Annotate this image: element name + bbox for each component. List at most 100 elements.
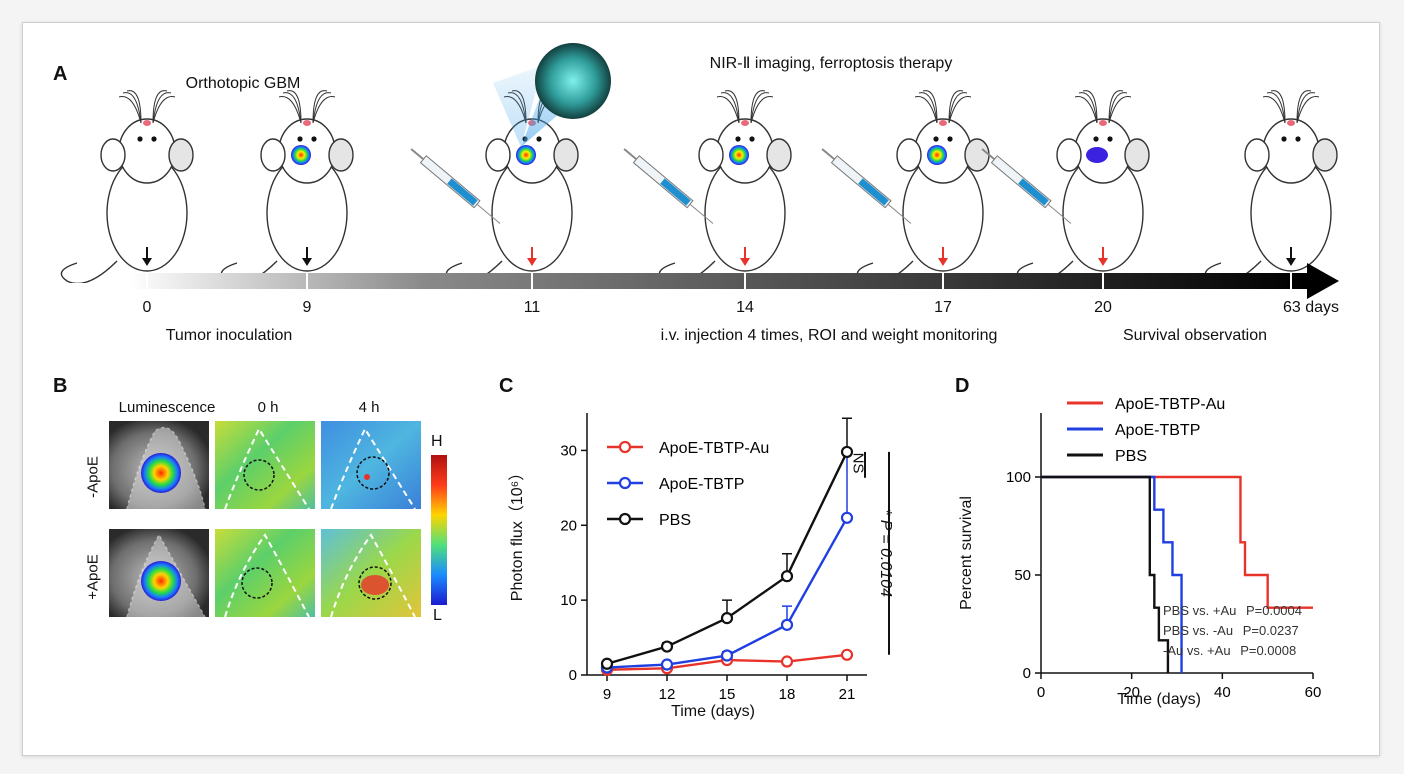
c-point-0-4 (840, 648, 854, 661)
d-legend-label-0: ApoE-TBTP-Au (1115, 396, 1225, 413)
c-ytick-label-2: 20 (560, 517, 577, 534)
photon-flux-ylabel: Photon flux（10⁶） (509, 464, 526, 602)
c-point-2-1 (660, 640, 674, 653)
inoculation-label: Tumor inoculation (165, 327, 293, 344)
colorbar-high-label: H (431, 433, 443, 450)
row-label-plus-apoe: +ApoE (84, 554, 102, 600)
tumor-signal-1 (291, 145, 311, 165)
timeline-arrow-0 (142, 258, 152, 266)
d-ytick-label-0: 0 (1023, 665, 1031, 682)
survival-xlabel: Time (days) (1117, 691, 1201, 708)
stat-row-1: PBS vs. +Au P=0.0004 (1163, 603, 1302, 618)
photon-flux-chart: 0 10 20 30 9 12 15 18 21 ApoE-TBTP-Au ApoE-TBTP PBS (560, 413, 890, 703)
c-xtick-label-3: 18 (779, 686, 796, 703)
stat-comparison-2: PBS vs. -Au (1163, 623, 1234, 638)
day-label-0: 0 (142, 299, 152, 316)
c-point-2-3 (780, 570, 794, 583)
stat-row-2: PBS vs. -Au P=0.0237 (1163, 623, 1299, 638)
timeline-arrow-3 (740, 258, 750, 266)
mouse-3 (623, 90, 792, 283)
day-label-63: 63 days (1282, 299, 1340, 316)
c-point-1-1 (660, 658, 674, 671)
c-point-1-3 (780, 618, 794, 631)
therapy-title: NIR-Ⅱ imaging, ferroptosis therapy (709, 55, 953, 72)
d-ytick-label-2: 100 (1006, 469, 1031, 486)
c-xtick-label-1: 12 (659, 686, 676, 703)
c-legend-marker-0 (618, 440, 632, 454)
d-series-line-0 (1041, 475, 1313, 609)
stat-row-3: -Au vs. +Au P=0.0008 (1163, 643, 1296, 658)
timeline (129, 247, 1339, 299)
syringe-4 (821, 148, 912, 224)
tumor-signal-2 (516, 145, 536, 165)
syringe-3 (623, 148, 714, 224)
day-label-17: 17 (934, 299, 952, 316)
d-xtick-label-3: 60 (1305, 684, 1322, 701)
c-point-1-4 (840, 511, 854, 524)
intensity-colorbar (431, 455, 447, 605)
c-xtick-label-2: 15 (719, 686, 736, 703)
figure-frame: A Orthotopic GBM NIR-Ⅱ imaging, ferropto… (22, 22, 1380, 756)
mouse-2 (410, 90, 579, 283)
stat-p-1: P=0.0004 (1245, 603, 1302, 618)
c-xtick-label-4: 21 (839, 686, 856, 703)
tumor-signal-5 (1086, 147, 1108, 163)
stat-p-3: P=0.0008 (1240, 643, 1297, 658)
c-point-0-3 (780, 655, 794, 668)
c-ytick-label-1: 10 (560, 592, 577, 609)
timeline-arrow-2 (527, 258, 537, 266)
mice-illustration (60, 43, 1338, 283)
mouse-1 (220, 90, 354, 283)
survival-ylabel: Percent survival (958, 496, 975, 610)
c-xtick-label-0: 9 (603, 686, 611, 703)
panel-c-label: C (499, 375, 514, 397)
mouse-0 (60, 90, 194, 283)
c-point-2-0 (600, 657, 614, 670)
colorbar-low-label: L (433, 607, 442, 624)
d-xtick-label-2: 40 (1214, 684, 1231, 701)
panel-a-label: A (53, 63, 68, 85)
row-label-minus-apoe: -ApoE (84, 456, 102, 498)
c-legend-marker-2 (618, 512, 632, 526)
timeline-arrow-4 (938, 258, 948, 266)
p-value-label: * P = 0.0104 (877, 509, 894, 597)
panel-b-label: B (53, 375, 68, 397)
c-legend-label-2: PBS (659, 512, 691, 529)
survival-chart: 0 50 100 0 20 40 60 ApoE-TBTP-Au ApoE-TBTP PBS (1006, 396, 1322, 701)
day-label-9: 9 (302, 299, 312, 316)
timeline-arrow-1 (302, 258, 312, 266)
stat-comparison-1: PBS vs. +Au (1163, 603, 1237, 618)
injection-label: i.v. injection 4 times, ROI and weight m… (660, 327, 998, 344)
syringe-5 (981, 148, 1072, 224)
d-series-line-2 (1041, 475, 1170, 673)
tumor-signal-4 (927, 145, 947, 165)
panel-d-label: D (955, 375, 970, 397)
c-legend-marker-1 (618, 476, 632, 490)
timeline-arrow-5 (1098, 258, 1108, 266)
day-label-20: 20 (1094, 299, 1112, 316)
d-series-line-1 (1041, 475, 1183, 673)
day-label-14: 14 (736, 299, 754, 316)
d-legend-label-2: PBS (1115, 448, 1147, 465)
tumor-signal-3 (729, 145, 749, 165)
d-xtick-label-1: 20 (1123, 684, 1140, 701)
d-legend-label-1: ApoE-TBTP (1115, 422, 1200, 439)
c-legend-label-1: ApoE-TBTP (659, 476, 744, 493)
c-legend-label-0: ApoE-TBTP-Au (659, 440, 769, 457)
timeline-arrow-6 (1286, 258, 1296, 266)
mouse-6 (1204, 90, 1338, 283)
c-point-1-2 (720, 649, 734, 662)
c-point-2-2 (720, 612, 734, 625)
col-header-4h: 4 h (358, 399, 380, 416)
nir-glow-sphere (535, 43, 611, 119)
stat-comparison-3: -Au vs. +Au (1163, 643, 1231, 658)
col-header-luminescence: Luminescence (118, 399, 216, 416)
syringe-2 (410, 148, 501, 224)
d-xtick-label-0: 0 (1037, 684, 1045, 701)
mouse-4 (821, 90, 990, 283)
imaging-beam-2 (493, 65, 543, 147)
c-ytick-label-3: 30 (560, 442, 577, 459)
ns-label: NS (849, 452, 867, 474)
c-point-2-4 (840, 445, 854, 459)
orthotopic-gbm-title: Orthotopic GBM (185, 75, 301, 92)
